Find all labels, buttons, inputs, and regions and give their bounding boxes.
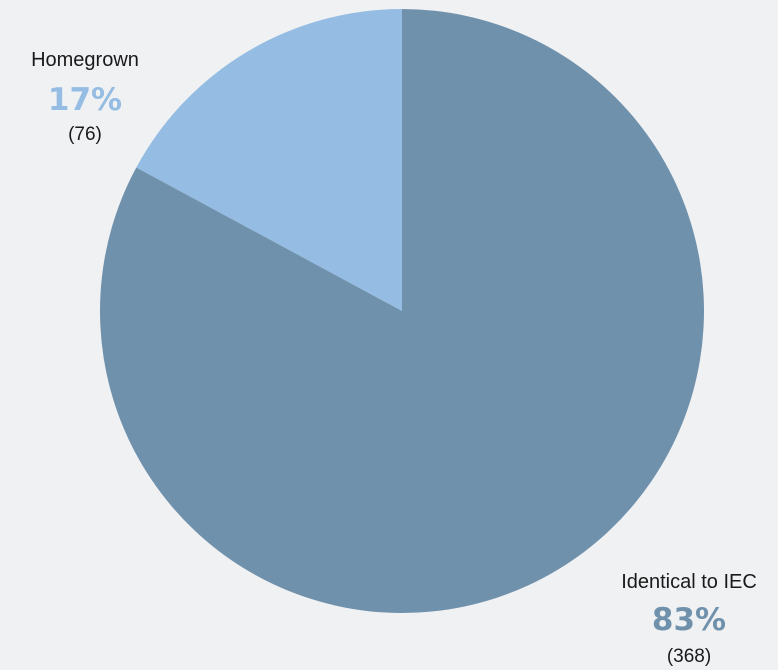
slice-percent-homegrown: 17% [48,82,122,118]
slice-percent-identical-to-iec: 83% [652,602,726,638]
slice-name-homegrown: Homegrown [31,49,139,71]
slice-label-identical-to-iec: Identical to IEC 83% (368) [621,571,757,667]
pie-slice-identical-to-iec [99,9,704,613]
slice-label-homegrown: Homegrown 17% (76) [31,49,139,145]
slice-count-identical-to-iec: (368) [667,646,711,667]
slice-count-homegrown: (76) [68,124,102,145]
pie-slice-homegrown [136,9,403,311]
pie-slices [99,9,704,613]
slice-name-identical-to-iec: Identical to IEC [621,571,757,593]
